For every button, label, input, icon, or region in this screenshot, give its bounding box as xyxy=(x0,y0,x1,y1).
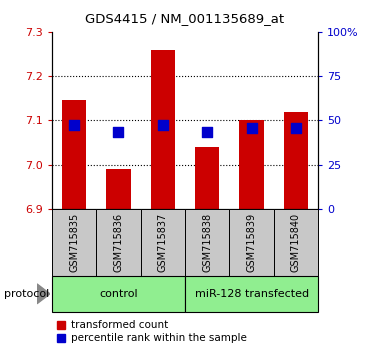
Text: GSM715840: GSM715840 xyxy=(291,213,301,272)
Bar xyxy=(62,101,86,209)
Bar xyxy=(141,209,185,276)
Bar xyxy=(239,120,264,209)
Bar xyxy=(229,209,274,276)
Point xyxy=(204,130,210,135)
Text: miR-128 transfected: miR-128 transfected xyxy=(195,289,309,299)
Text: GSM715835: GSM715835 xyxy=(69,213,79,272)
Bar xyxy=(274,209,318,276)
Text: protocol: protocol xyxy=(4,289,49,299)
Point xyxy=(160,122,166,128)
Bar xyxy=(195,147,219,209)
Bar xyxy=(52,276,185,312)
Point xyxy=(249,126,255,131)
Bar xyxy=(185,209,229,276)
Bar xyxy=(284,112,308,209)
Bar xyxy=(185,276,318,312)
Text: control: control xyxy=(99,289,138,299)
Bar xyxy=(96,209,141,276)
Point xyxy=(71,122,77,128)
Text: GSM715837: GSM715837 xyxy=(158,213,168,272)
Bar xyxy=(151,50,175,209)
Bar xyxy=(106,169,131,209)
Text: GDS4415 / NM_001135689_at: GDS4415 / NM_001135689_at xyxy=(85,12,285,25)
Bar xyxy=(52,209,96,276)
Text: GSM715839: GSM715839 xyxy=(246,213,257,272)
Point xyxy=(115,130,121,135)
Text: GSM715836: GSM715836 xyxy=(113,213,124,272)
Point xyxy=(293,126,299,131)
Polygon shape xyxy=(37,284,50,304)
Text: GSM715838: GSM715838 xyxy=(202,213,212,272)
Legend: transformed count, percentile rank within the sample: transformed count, percentile rank withi… xyxy=(57,320,246,343)
